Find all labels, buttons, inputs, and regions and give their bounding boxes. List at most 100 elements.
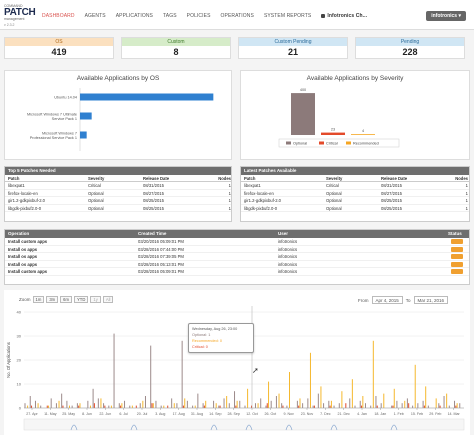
timeline-bar (404, 400, 406, 408)
tooltip-recommended: Recommended: 0 (192, 339, 222, 343)
table-row[interactable]: Install os apps 03/28/2016 07:44:00 PM inf… (5, 246, 469, 253)
table-cell: 08/31/2015 (143, 183, 164, 188)
table-cell: libgdk-pixbuf2.0-0 (244, 205, 278, 211)
nav-tags[interactable]: TAGS (162, 13, 177, 19)
y-tick-label: 40 (17, 309, 22, 314)
col-release-date[interactable]: Release Date (143, 176, 170, 181)
table-row[interactable]: firefox-locale-en Optional 08/27/2015 1 (5, 190, 231, 197)
timeline-bar (313, 405, 315, 408)
status-details-button[interactable] (451, 269, 463, 274)
table-row[interactable]: libexpat1 Critical 08/31/2015 1 (5, 182, 231, 190)
col-created-time[interactable]: Created Time (138, 231, 167, 236)
timeline-bar (251, 405, 253, 408)
col-patch[interactable]: Patch (244, 176, 256, 181)
table-row[interactable]: Install custom apps 03/28/2016 05:09:01 P… (5, 268, 469, 276)
status-details-button[interactable] (451, 254, 463, 259)
x-tick-label: 28. Sep (227, 412, 239, 416)
zoom-3m-button[interactable]: 3m (46, 296, 59, 303)
timeline-bar (438, 403, 440, 408)
zoom-ytd-button[interactable]: YTD (74, 296, 89, 303)
status-details-button[interactable] (451, 261, 463, 267)
top-patches-header: Patch Severity Release Date Nodes (5, 175, 231, 182)
table-row[interactable]: Install os apps 03/28/2016 07:39:05 PM inf… (5, 253, 469, 261)
table-row[interactable]: libexpat1 Critical 08/31/2015 1 (241, 182, 469, 190)
nav-dashboard[interactable]: DASHBOARD (42, 13, 75, 19)
timeline-bar (234, 391, 236, 408)
stat-os-label: OS (5, 38, 113, 46)
col-operation[interactable]: Operation (8, 231, 30, 236)
col-user[interactable]: User (278, 231, 289, 236)
org-selector[interactable]: Infotronics Ch... (316, 13, 372, 19)
timeline-bar (124, 400, 126, 408)
timeline-bar (92, 388, 94, 408)
zoom-all-button[interactable]: All (102, 296, 114, 303)
logo[interactable]: COMMAND PATCH management v 2.3.2 (4, 4, 40, 27)
col-release-date[interactable]: Release Date (381, 176, 408, 181)
nav-policies[interactable]: POLICIES (186, 13, 211, 19)
table-cell: 1 (228, 183, 231, 188)
table-row[interactable]: libgdk-pixbuf2.0-0 Optional 08/25/2015 1 (5, 205, 231, 212)
col-nodes[interactable]: Nodes (218, 176, 231, 181)
x-tick-label: 7. Dec (320, 412, 331, 416)
timeline-bar (184, 398, 186, 408)
latest-patches-header: Patch Severity Release Date Nodes (241, 175, 469, 182)
col-status[interactable]: Status (448, 231, 462, 236)
timeline-bar (186, 400, 188, 408)
timeline-bar (370, 405, 372, 408)
status-details-button[interactable] (451, 239, 463, 244)
timeline-bar (455, 405, 457, 408)
table-cell: Critical (88, 183, 101, 188)
x-tick-label: 6. Jul (119, 412, 128, 416)
table-row[interactable]: firefox-locale-en Optional 08/27/2015 1 (241, 190, 469, 197)
timeline-bar (380, 403, 382, 408)
zoom-1y-button[interactable]: 1y (90, 296, 101, 303)
timeline-bar (406, 398, 408, 408)
tooltip-date: Wednesday, Aug 26, 23:00 (192, 327, 238, 331)
col-nodes[interactable]: Nodes (455, 176, 468, 181)
date-range: From Apr 4, 2015 To Mar 21, 2016 (358, 296, 449, 304)
table-cell: Install custom apps (8, 239, 48, 244)
user-menu-button[interactable]: infotronics ▾ (426, 11, 466, 21)
to-date-input[interactable]: Mar 21, 2016 (413, 296, 449, 304)
stat-custom-pending[interactable]: Custom Pending 21 (238, 37, 348, 59)
table-row[interactable]: gir1.2-gdkpixbuf-2.0 Optional 08/25/2015 1 (5, 197, 231, 205)
stat-custom[interactable]: Custom 8 (121, 37, 231, 59)
nav-applications[interactable]: APPLICATIONS (115, 13, 153, 19)
latest-patches-title: Latest Patches Available (241, 167, 469, 175)
stat-pending[interactable]: Pending 228 (355, 37, 465, 59)
col-severity[interactable]: Severity (326, 176, 343, 181)
x-tick-label: 22. Jun (99, 412, 111, 416)
zoom-6m-button[interactable]: 6m (60, 296, 72, 303)
table-cell: Optional (326, 205, 342, 211)
col-severity[interactable]: Severity (88, 176, 105, 181)
timeline-bar (171, 398, 173, 408)
tooltip-optional: Optional: 1 (192, 333, 211, 337)
zoom-1m-button[interactable]: 1m (32, 296, 45, 303)
table-row[interactable]: Install custom apps 03/20/2016 05:09:01 P… (5, 238, 469, 246)
timeline-chart[interactable]: 0 10 20 30 40 No. Of Applications 27. Apr 11. M… (4, 306, 470, 432)
table-row[interactable]: Install os apps 03/28/2016 05:13:01 PM inf… (5, 261, 469, 268)
status-details-button[interactable] (451, 246, 463, 252)
nav-operations[interactable]: OPERATIONS (220, 13, 254, 19)
from-date-input[interactable]: Apr 4, 2015 (371, 296, 403, 304)
table-cell: 08/25/2015 (381, 198, 402, 203)
timeline-bar (265, 405, 267, 408)
x-tick-label: 9. Nov (283, 412, 294, 416)
timeline-bar (24, 403, 26, 408)
col-patch[interactable]: Patch (8, 176, 20, 181)
timeline-bar (417, 403, 419, 408)
table-cell: 1 (465, 205, 468, 211)
severity-bar (291, 93, 315, 135)
timeline-bar (121, 403, 123, 408)
timeline-bar (108, 405, 110, 408)
timeline-bar (247, 388, 249, 408)
timeline-bar (422, 400, 424, 408)
stat-os[interactable]: OS 419 (4, 37, 114, 59)
y-tick-label: 20 (17, 357, 22, 362)
timeline-bar (375, 396, 377, 408)
nav-system-reports[interactable]: SYSTEM REPORTS (263, 13, 312, 19)
table-row[interactable]: gir1.2-gdkpixbuf-2.0 Optional 08/25/2015 1 (241, 197, 469, 205)
table-row[interactable]: libgdk-pixbuf2.0-0 Optional 08/25/2015 1 (241, 205, 469, 212)
timeline-bar (351, 379, 353, 408)
nav-agents[interactable]: AGENTS (84, 13, 106, 19)
